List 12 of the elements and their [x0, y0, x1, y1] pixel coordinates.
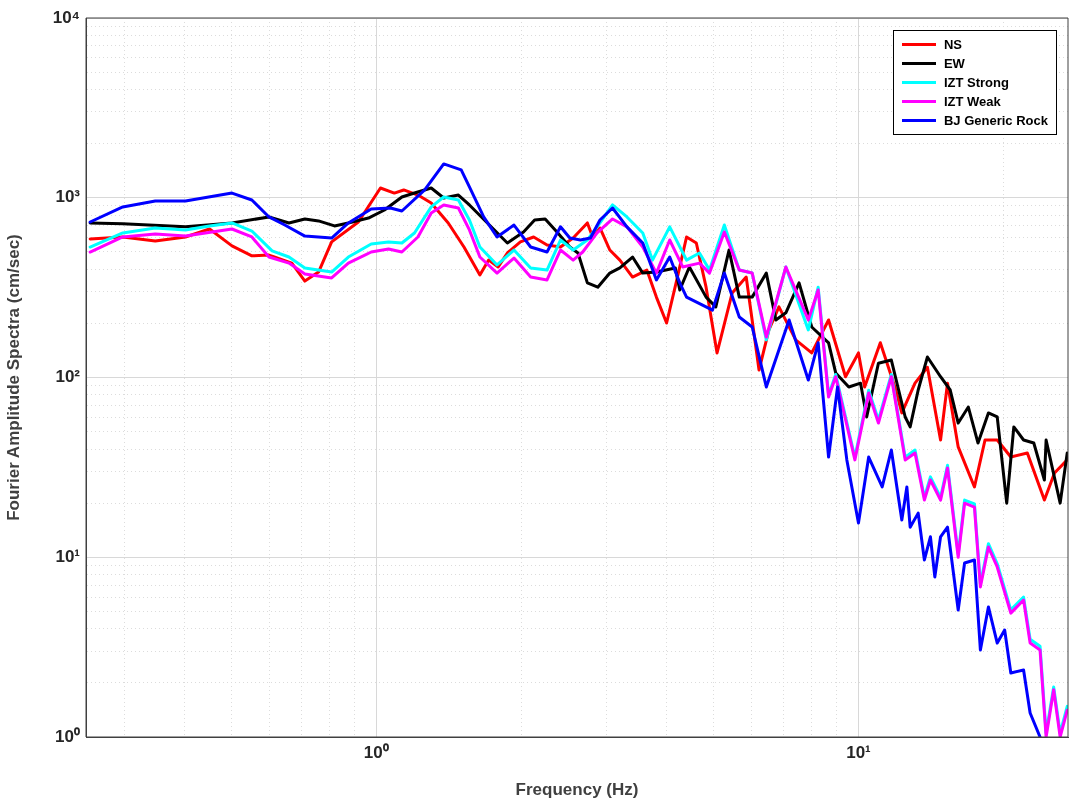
- y-tick-label: 10⁰: [55, 726, 80, 746]
- legend-label: IZT Weak: [943, 94, 1001, 109]
- legend-label: NS: [943, 37, 963, 52]
- x-axis-title: Frequency (Hz): [515, 780, 639, 800]
- legend-label: IZT Strong: [943, 75, 1009, 90]
- y-tick-label: 10⁴: [52, 7, 80, 27]
- legend-label: EW: [943, 56, 965, 71]
- legend-label: BJ Generic Rock: [943, 113, 1048, 128]
- y-tick-label: 10²: [55, 367, 81, 387]
- y-tick-label: 10³: [55, 187, 81, 207]
- y-axis-title: Fourier Amplitude Spectra (cm/sec): [3, 234, 23, 521]
- y-tick-label: 10¹: [55, 546, 81, 566]
